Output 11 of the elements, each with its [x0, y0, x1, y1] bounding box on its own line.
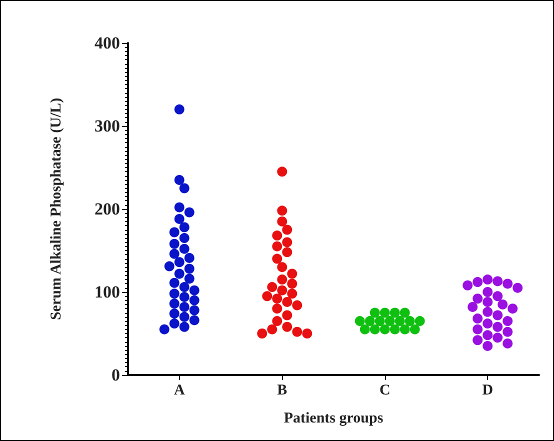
x-axis-title: Patients groups: [284, 410, 384, 426]
y-tick-label: 200: [94, 200, 120, 218]
x-tick-label: C: [379, 382, 390, 398]
y-tick-label: 400: [94, 34, 120, 52]
x-tick-label: A: [174, 382, 185, 398]
y-tick-label: 0: [112, 366, 120, 384]
y-tick-label: 100: [94, 282, 120, 302]
y-tick-label: 300: [94, 116, 120, 136]
y-axis-title: Serum Alkaline Phosphatase (U/L): [48, 98, 64, 320]
x-tick-label: D: [482, 382, 494, 398]
x-tick-label: B: [277, 382, 288, 398]
